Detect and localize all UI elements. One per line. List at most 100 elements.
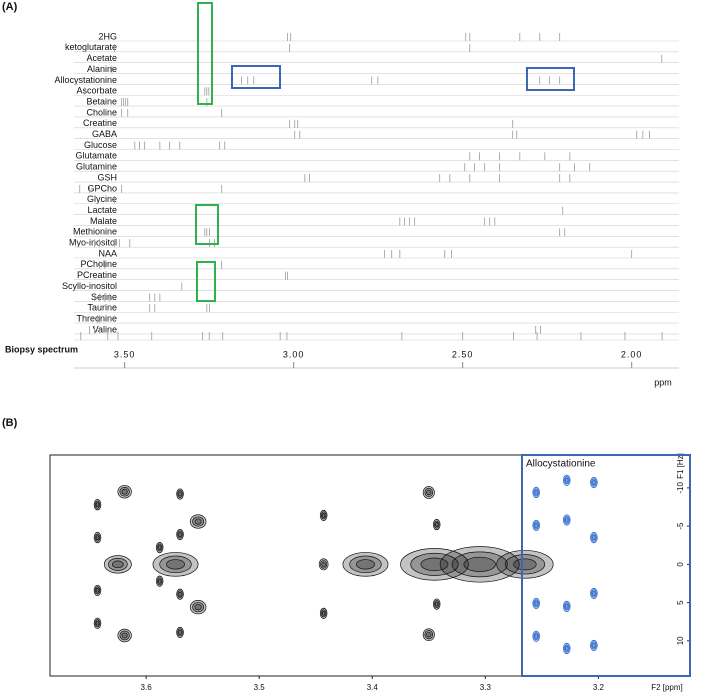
y-tick-label: 0 <box>676 562 685 567</box>
contour-ring <box>157 578 162 584</box>
metabolite-label: GPCho <box>87 183 117 193</box>
contour-peak <box>176 626 184 638</box>
contour-ring <box>592 590 596 596</box>
contour-peak <box>155 575 164 587</box>
contour-ring <box>435 601 439 607</box>
contour-ring <box>192 602 205 613</box>
x-axis-label: ppm <box>654 377 672 387</box>
contour-peak <box>563 514 571 526</box>
panel-label: (A) <box>2 1 18 13</box>
contour-ring <box>95 587 100 593</box>
contour-ring <box>95 535 100 541</box>
contour-ring <box>178 591 182 597</box>
contour-ring <box>321 512 326 518</box>
contour-ring <box>565 477 569 483</box>
contour-ring <box>534 633 538 639</box>
contour-ring <box>565 517 569 523</box>
metabolite-label: Choline <box>86 107 117 117</box>
contour-ring <box>166 559 185 570</box>
contour-ring <box>356 559 375 570</box>
metabolite-label: PCreatine <box>77 270 117 280</box>
contour-peak <box>590 532 598 544</box>
metabolite-label: Glucose <box>84 140 117 150</box>
contour-peak <box>532 630 540 642</box>
x-tick-label: 3.00 <box>283 349 305 359</box>
contour-ring <box>178 532 182 537</box>
metabolite-label: GSH <box>97 172 117 182</box>
x-tick-label: 3.4 <box>367 683 379 692</box>
metabolite-label: Glycine <box>87 194 117 204</box>
x-tick-label: 3.50 <box>114 349 136 359</box>
contour-peak <box>400 548 469 581</box>
contour-peak <box>532 519 540 531</box>
metabolite-label: Scyllo-inositol <box>62 281 117 291</box>
contour-ring <box>95 502 100 508</box>
contour-peak <box>422 486 435 499</box>
contour-ring <box>420 557 449 572</box>
contour-peak <box>103 555 132 574</box>
contour-peak <box>176 588 184 600</box>
contour-peak <box>432 598 441 610</box>
metabolite-label: Glutamate <box>75 151 117 161</box>
contour-ring <box>435 522 439 528</box>
y-tick-label: -5 <box>676 522 685 530</box>
y-tick-label: 5 <box>676 600 685 605</box>
contour-peak <box>93 617 102 629</box>
metabolite-label: Alanine <box>87 64 117 74</box>
metabolite-label: PCholine <box>80 259 117 269</box>
metabolite-label: Taurine <box>87 303 117 313</box>
contour-peak <box>189 600 207 615</box>
biopsy-label: Biopsy spectrum <box>5 344 78 354</box>
panel-label: (B) <box>2 417 18 429</box>
contour-peak <box>93 499 102 511</box>
highlight-box <box>231 65 281 89</box>
contour-peak <box>155 541 164 554</box>
contour-ring <box>178 629 182 635</box>
highlight-box <box>195 204 219 245</box>
x-tick-label: 2.50 <box>452 349 474 359</box>
legend-label: Allocystationine <box>526 459 596 470</box>
x-tick-label: 2.00 <box>621 349 643 359</box>
metabolite-label: Ascorbate <box>76 86 117 96</box>
contour-ring <box>107 557 128 571</box>
x-axis-label: F2 [ppm] <box>651 683 683 692</box>
metabolite-label: Threonine <box>76 313 117 323</box>
contour-ring <box>592 642 596 648</box>
contour-peak <box>439 546 520 583</box>
metabolite-label: 2HG <box>98 31 117 41</box>
contour-ring <box>424 630 434 640</box>
metabolite-label: Valine <box>93 324 117 334</box>
metabolite-label: NAA <box>98 248 117 258</box>
contour-ring <box>119 486 130 497</box>
contour-peak <box>532 486 540 499</box>
x-tick-label: 3.6 <box>141 683 153 692</box>
contour-peak <box>93 584 102 596</box>
contour-peak <box>342 552 389 577</box>
highlight-box <box>521 454 691 677</box>
contour-ring <box>534 600 538 606</box>
contour-ring <box>565 646 569 651</box>
contour-peak <box>532 597 540 609</box>
x-tick-label: 3.3 <box>480 683 492 692</box>
contour-ring <box>192 516 205 527</box>
contour-ring <box>426 631 432 638</box>
y-axis-label: F1 [Hz] <box>676 453 685 479</box>
contour-ring <box>426 489 432 496</box>
contour-ring <box>178 491 182 497</box>
x-tick-label: 3.2 <box>593 683 605 692</box>
contour-ring <box>194 518 202 525</box>
metabolite-label: Methionine <box>73 227 117 237</box>
metabolite-label: Creatine <box>83 118 117 128</box>
contour-ring <box>424 487 434 498</box>
highlight-box <box>526 67 575 91</box>
contour-peak <box>176 488 184 500</box>
contour-ring <box>534 522 538 528</box>
contour-ring <box>194 604 202 611</box>
contour-peak <box>117 484 132 499</box>
contour-peak <box>563 600 571 612</box>
highlight-box <box>197 2 213 105</box>
metabolite-label: Lactate <box>87 205 117 215</box>
metabolite-label: Glutamine <box>76 162 117 172</box>
contour-peak <box>590 476 598 489</box>
